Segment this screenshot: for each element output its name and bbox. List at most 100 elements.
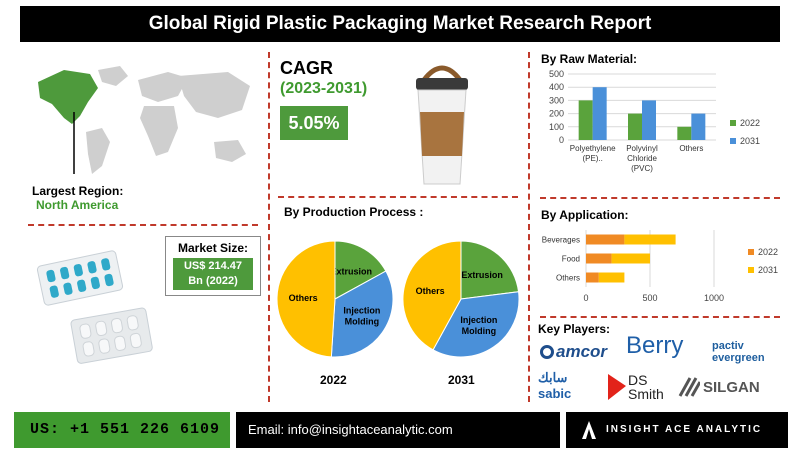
raw-y-tick: 300 <box>549 95 564 105</box>
market-size-value: US$ 214.47 Bn (2022) <box>173 258 253 290</box>
footer-email[interactable]: Email: info@insightaceanalytic.com <box>236 412 560 448</box>
app-x-tick: 1000 <box>704 293 724 303</box>
largest-region-label: Largest Region: <box>32 184 124 198</box>
pie-slice-label: Others <box>289 293 318 303</box>
divider-center-mid <box>278 196 518 198</box>
raw-bar <box>642 100 656 140</box>
pie-slice <box>334 240 387 300</box>
logo-ds-smith: DS Smith <box>606 372 668 402</box>
world-map <box>38 66 250 174</box>
app-legend-swatch <box>748 249 754 255</box>
raw-material-title: By Raw Material: <box>541 52 638 66</box>
page-title: Global Rigid Plastic Packaging Market Re… <box>20 6 780 42</box>
raw-material-chart: 0 100 200 300 400 500 Polyethylene(PE).. Polyvi… <box>549 69 760 173</box>
raw-bar <box>677 126 692 140</box>
divider-right <box>528 52 530 402</box>
map-europe <box>138 72 188 102</box>
pie-slice <box>432 291 520 358</box>
pie-year-2022: 2022 <box>320 373 347 387</box>
raw-y-tick: 0 <box>559 135 564 145</box>
production-process-title: By Production Process : <box>284 205 424 219</box>
divider-right-mid1 <box>540 197 780 199</box>
app-bar <box>598 272 625 283</box>
pie-slice-label: Extrusion <box>330 267 372 277</box>
logo-amcor-text: amcor <box>556 342 608 361</box>
footer-brand: INSIGHT ACE ANALYTIC <box>566 412 788 448</box>
map-south-america <box>86 128 110 174</box>
logo-pactiv: pactiv evergreen <box>712 340 765 364</box>
coffee-cup-image <box>416 65 468 185</box>
pie-slice-label: Molding <box>462 326 497 336</box>
logo-silgan-text: SILGAN <box>703 378 760 396</box>
pie-slice-label: Injection <box>460 315 497 325</box>
market-size-label: Market Size: <box>178 241 249 255</box>
pie-slice <box>276 240 336 358</box>
app-bar <box>586 234 625 245</box>
raw-legend-swatch <box>730 120 736 126</box>
raw-x-tick: Polyethylene <box>570 144 616 153</box>
raw-x-tick: Chloride <box>627 154 657 163</box>
logo-ds-smith-text: DS Smith <box>628 372 664 402</box>
app-bar <box>586 253 612 264</box>
pie-slice-label: Extrusion <box>461 270 503 280</box>
brand-logo-icon <box>582 421 596 439</box>
divider-left-mid <box>28 224 258 226</box>
application-chart: 0 500 1000 Beverages Food Others 2022 2031 <box>542 230 778 303</box>
raw-bar <box>578 100 593 140</box>
largest-region-value: North America <box>36 198 119 212</box>
key-players-title: Key Players: <box>538 322 611 336</box>
map-australia <box>214 140 246 162</box>
divider-left <box>268 52 270 402</box>
raw-bar <box>592 87 607 140</box>
pie-slice-label: Molding <box>345 317 380 327</box>
raw-y-tick: 400 <box>549 82 564 92</box>
app-legend-label: 2031 <box>758 265 778 275</box>
logo-amcor: amcor <box>540 342 607 362</box>
app-bar <box>586 272 599 283</box>
application-title: By Application: <box>541 208 629 222</box>
market-size-frame <box>165 236 261 296</box>
cagr-value: 5.05% <box>280 106 348 140</box>
pill-blister-image <box>36 250 153 364</box>
app-bar <box>611 253 650 264</box>
amcor-icon <box>540 345 554 359</box>
pie-slice <box>460 240 520 300</box>
logo-sabic: سابك sabic <box>538 370 572 401</box>
raw-y-tick: 200 <box>549 109 564 119</box>
logo-silgan: SILGAN <box>678 376 760 398</box>
raw-x-tick: Others <box>679 144 703 153</box>
raw-legend-label: 2022 <box>740 118 760 128</box>
pie-slice-label: Others <box>416 286 445 296</box>
map-greenland <box>98 66 128 86</box>
app-y-tick: Food <box>562 255 580 264</box>
pie-year-2031: 2031 <box>448 373 475 387</box>
app-legend-label: 2022 <box>758 247 778 257</box>
raw-bar <box>691 113 706 140</box>
app-x-tick: 0 <box>583 293 588 303</box>
silgan-icon <box>678 377 700 397</box>
app-bar <box>624 234 676 245</box>
raw-y-tick: 100 <box>549 122 564 132</box>
market-size-value-line1: US$ 214.47 <box>183 260 243 272</box>
app-y-tick: Beverages <box>542 236 580 245</box>
app-legend-swatch <box>748 267 754 273</box>
app-y-tick: Others <box>556 274 580 283</box>
raw-x-tick: (PVC) <box>631 164 653 173</box>
map-north-america <box>38 70 98 124</box>
pie-slice-label: Injection <box>343 306 380 316</box>
divider-right-mid2 <box>540 316 780 318</box>
raw-legend-swatch <box>730 138 736 144</box>
cagr-period: (2023-2031) <box>280 80 368 97</box>
pie-slice <box>330 270 394 358</box>
map-africa <box>140 106 178 156</box>
footer-phone[interactable]: US: +1 551 226 6109 <box>14 412 230 448</box>
raw-x-tick: Polyvinyl <box>626 144 658 153</box>
logo-berry: Berry <box>626 332 684 359</box>
app-x-tick: 500 <box>642 293 657 303</box>
raw-y-tick: 500 <box>549 69 564 79</box>
footer-brand-text: INSIGHT ACE ANALYTIC <box>606 424 763 435</box>
map-asia <box>178 72 250 118</box>
raw-x-tick: (PE).. <box>582 154 602 163</box>
